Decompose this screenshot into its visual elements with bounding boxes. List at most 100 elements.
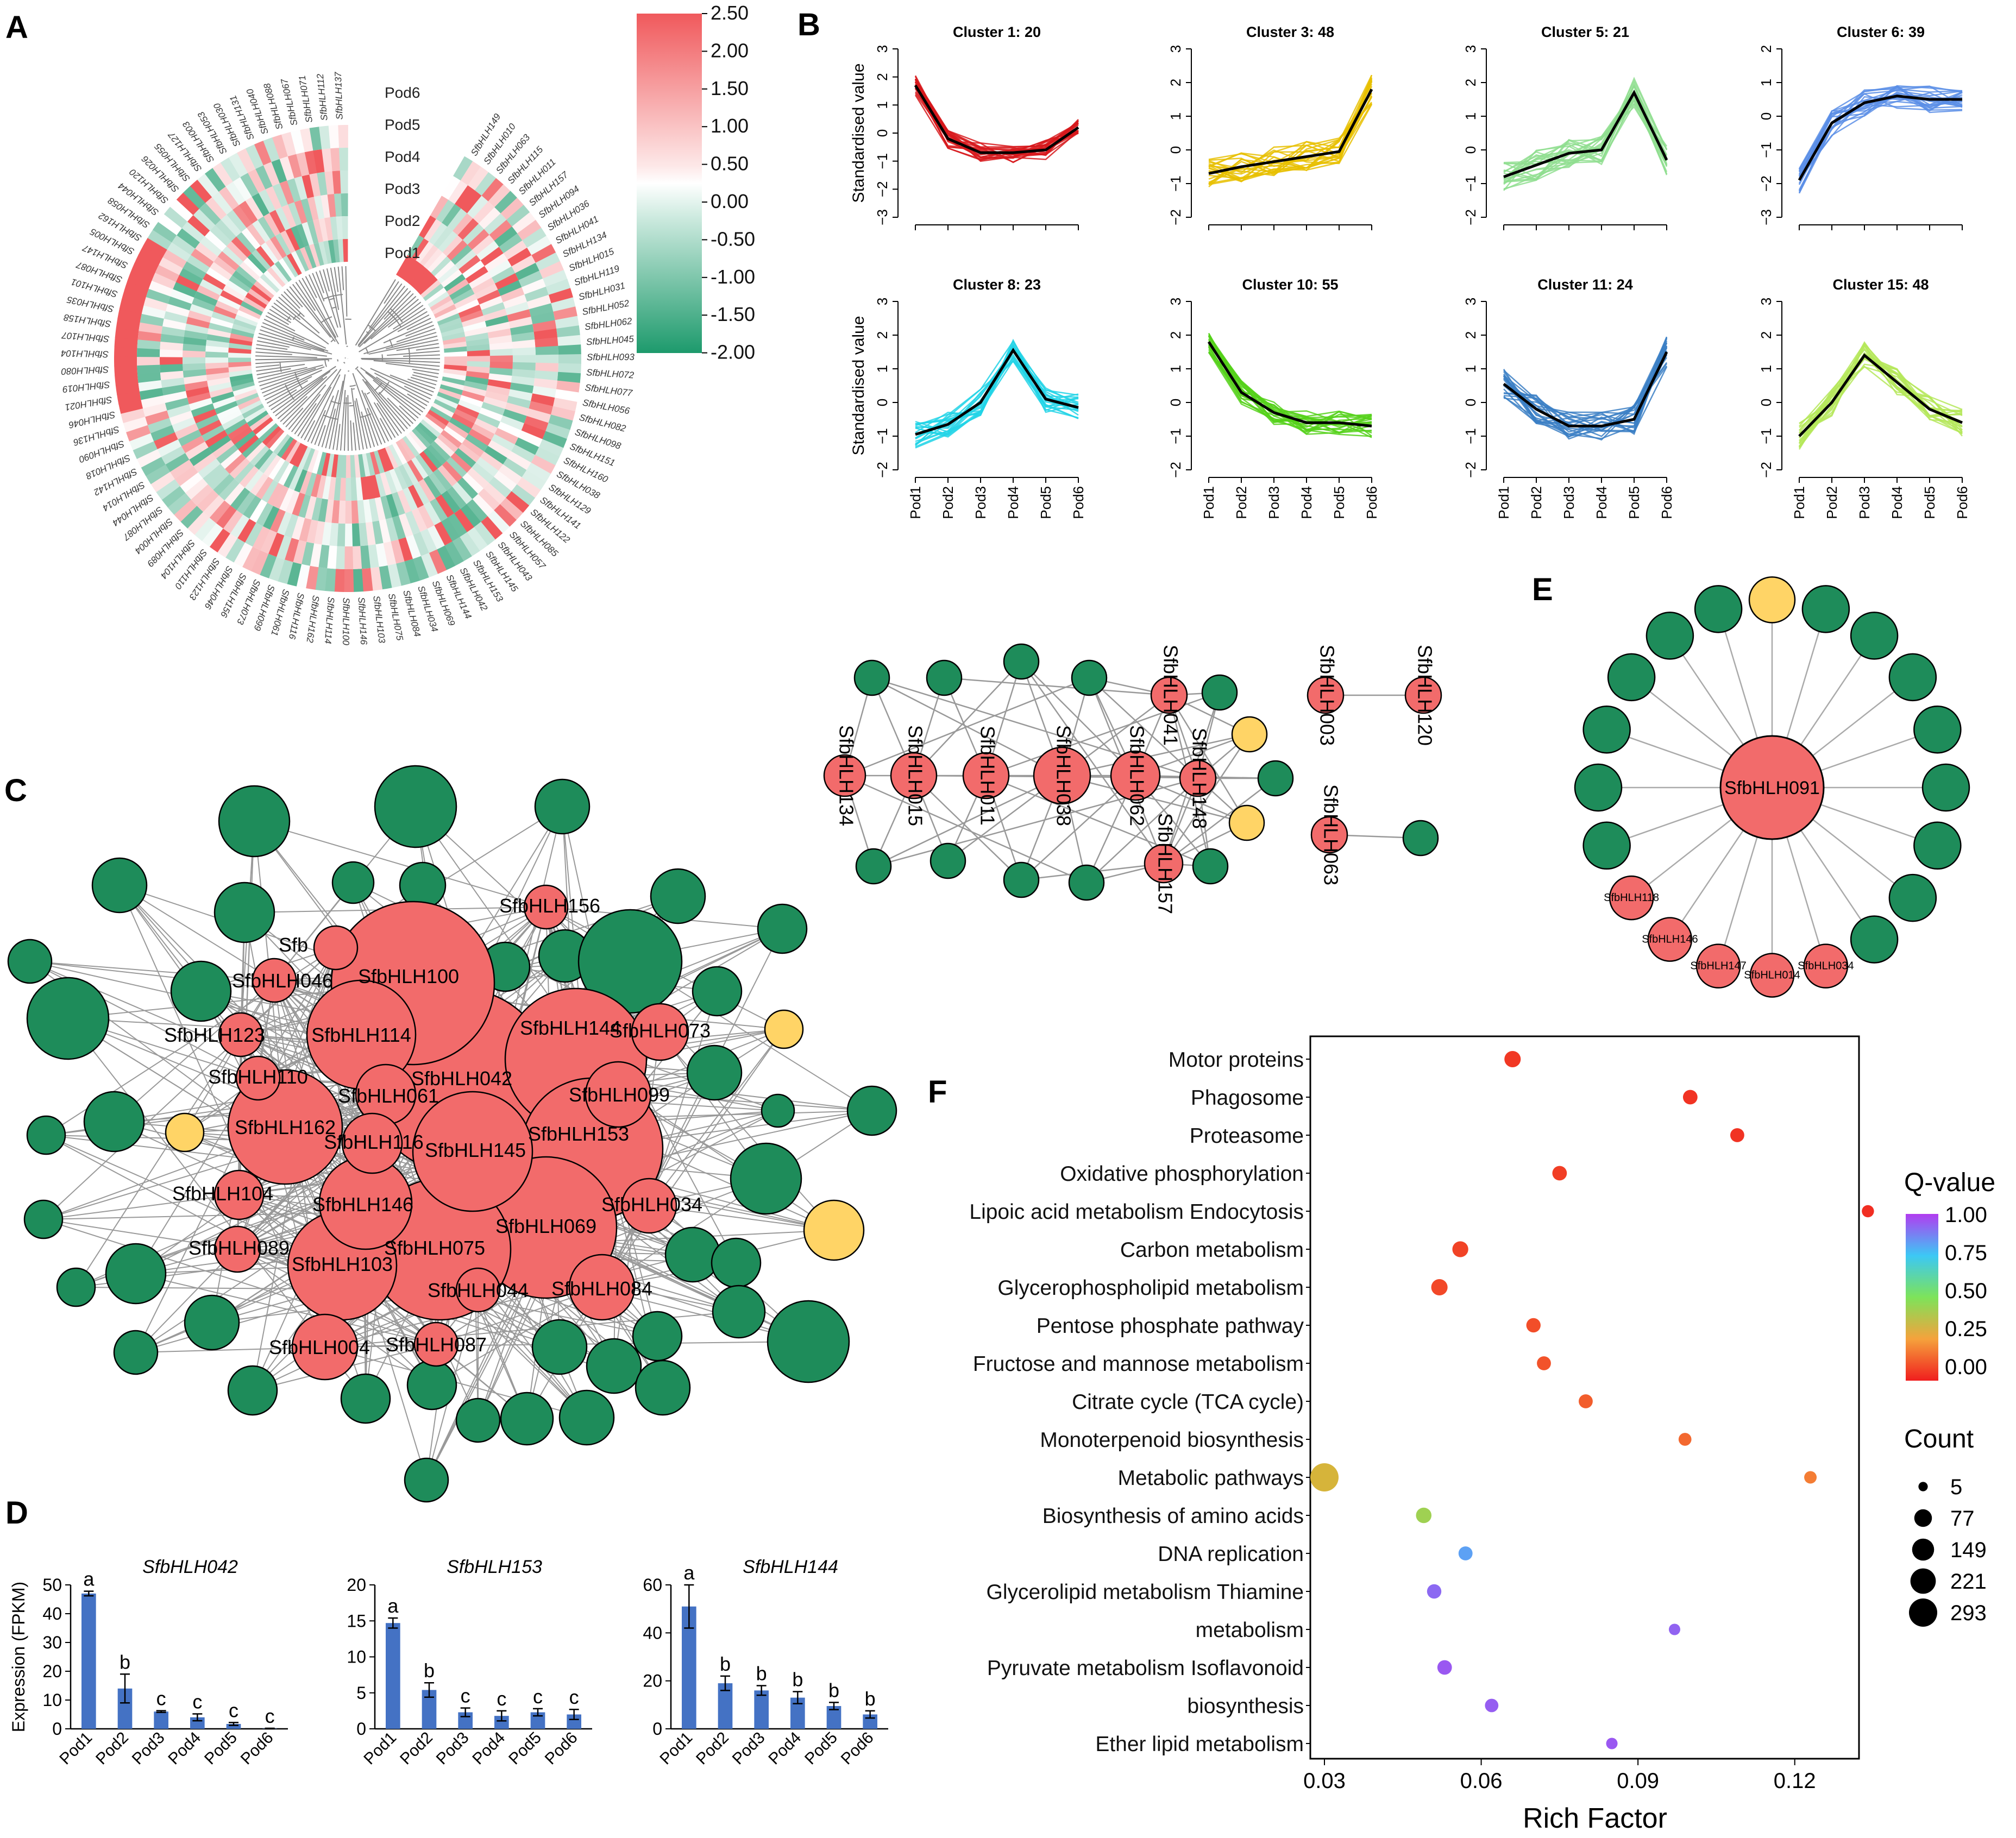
y-tick-label: 20	[643, 1671, 662, 1691]
node-label: SfbHLH156	[499, 895, 600, 917]
node-label: SfbHLH061	[338, 1085, 439, 1107]
enrichment-point	[1527, 1318, 1541, 1332]
dendrogram	[255, 266, 440, 451]
dendrogram-branch	[255, 356, 317, 357]
significance-letter: c	[265, 1705, 275, 1727]
y-tick-label: 20	[347, 1575, 366, 1595]
significance-letter: a	[83, 1568, 95, 1590]
panel-label-b: B	[797, 7, 820, 42]
dendrogram-branch	[384, 281, 399, 303]
colorbar-tick-label: 1.50	[711, 77, 749, 99]
node-label: SfbHLH087	[386, 1333, 487, 1356]
y-tick-label: −2	[1758, 175, 1774, 192]
network-node-green	[1914, 706, 1961, 753]
heatmap-cell	[344, 569, 354, 592]
panel-label-c: C	[4, 773, 27, 808]
network-node-green	[636, 1361, 690, 1415]
enrichment-point	[1862, 1205, 1874, 1217]
x-tick-label: Pod6	[1364, 486, 1380, 519]
heatmap-cell	[137, 364, 160, 374]
x-tick-label: Pod6	[1070, 486, 1086, 519]
x-tick-label: Pod3	[433, 1729, 473, 1768]
y-tick-label: 2	[1167, 331, 1184, 339]
colorbar-tick-label: -1.50	[711, 303, 755, 325]
cluster-title: Cluster 10: 55	[1242, 276, 1338, 293]
x-tick-label: Pod2	[92, 1729, 132, 1768]
node-label: SfbHLH073	[610, 1019, 711, 1042]
x-tick-label: Pod6	[1659, 486, 1675, 519]
x-tick-label: Pod4	[1593, 486, 1610, 519]
pathway-label: Carbon metabolism	[1120, 1238, 1304, 1262]
node-label: SfbHLH044	[428, 1279, 529, 1301]
dendrogram-arc	[350, 385, 356, 386]
gene-label: SfbHLH103	[371, 595, 387, 644]
colorbar-ticks: 2.502.001.501.000.500.00-0.50-1.00-1.50-…	[702, 2, 755, 363]
hub-label: SfbHLH091	[1724, 778, 1820, 798]
gene-label: SfbHLH114	[323, 596, 336, 644]
pathway-label: Pyruvate metabolism Isoflavonoid	[987, 1657, 1304, 1680]
member-profile	[915, 348, 1078, 428]
network-node-green	[687, 1046, 742, 1100]
node-label: SfbHLH046	[232, 970, 333, 992]
heatmap-cell	[558, 344, 581, 355]
pathway-label: Phagosome	[1191, 1086, 1304, 1110]
network-node-green	[27, 1116, 65, 1154]
network-node-yellow	[765, 1010, 803, 1048]
node-label: SfbHLH145	[425, 1139, 526, 1161]
node-label: SfbHLH147	[1690, 960, 1746, 972]
enrichment-point	[1683, 1090, 1698, 1105]
cluster-title: Cluster 5: 21	[1541, 24, 1629, 40]
network-node-green	[171, 961, 231, 1021]
sample-label: Pod4	[385, 148, 420, 165]
y-tick-label: 2	[1167, 79, 1184, 86]
dendrogram-branch	[371, 299, 419, 339]
heatmap-cell	[536, 355, 558, 364]
y-tick-label: 2	[1758, 45, 1774, 53]
gene-label: SfbHLH107	[61, 330, 110, 344]
network-node-green	[768, 1301, 849, 1382]
network-node-green	[633, 1312, 682, 1361]
node-label: SfbHLH144	[520, 1017, 621, 1039]
dendrogram-arc	[367, 392, 370, 394]
network-node-green	[407, 1361, 456, 1409]
y-tick-label: 10	[42, 1690, 62, 1710]
y-tick-label: 40	[643, 1623, 662, 1642]
x-tick-label: Pod4	[1005, 486, 1021, 519]
bar	[154, 1711, 168, 1729]
circular-heatmap: SfbHLH149SfbHLH010SfbHLH063SfbHLH115SfbH…	[61, 2, 755, 646]
sample-label: Pod6	[385, 84, 420, 101]
network-node-green	[1004, 863, 1039, 897]
pathway-label: Metabolic pathways	[1117, 1466, 1304, 1490]
dendrogram-branch	[403, 355, 440, 356]
count-legend-label: 77	[1950, 1507, 1975, 1531]
dendrogram-branch	[319, 270, 338, 328]
significance-letter: b	[424, 1659, 435, 1682]
y-tick-label: 15	[347, 1611, 366, 1631]
network-node-green	[1851, 612, 1898, 659]
y-tick-label: 0	[356, 1719, 366, 1739]
cluster-title: Cluster 3: 48	[1246, 24, 1334, 40]
bar-chart: SfbHLH15320151050aPod1bPod2cPod3cPod4cPo…	[347, 1557, 592, 1768]
gene-label: SfbHLH162	[304, 595, 321, 644]
network-node-yellow	[1232, 717, 1267, 752]
y-tick-label: 50	[42, 1575, 62, 1595]
heatmap-cell	[352, 546, 362, 569]
count-legend-dot	[1911, 1569, 1936, 1594]
x-tick-label: Pod2	[1233, 486, 1249, 519]
network-node-green	[215, 883, 274, 942]
cluster-title: Cluster 15: 48	[1832, 276, 1929, 293]
bar-chart: SfbHLH04250403020100aPod1bPod2cPod3cPod4…	[9, 1557, 288, 1768]
enrichment-point	[1669, 1623, 1680, 1635]
node-label: SfbHLH114	[311, 1024, 411, 1046]
y-tick-label: 1	[1758, 365, 1774, 373]
network-node-green	[1258, 761, 1293, 796]
network-node-green	[731, 1143, 801, 1214]
y-tick-label: 3	[1462, 45, 1479, 53]
y-tick-label: 0	[1758, 112, 1774, 120]
network-node-green	[24, 1200, 62, 1238]
x-tick-label: Pod1	[656, 1729, 696, 1768]
count-legend-dot	[1918, 1482, 1927, 1491]
significance-letter: b	[865, 1688, 876, 1710]
